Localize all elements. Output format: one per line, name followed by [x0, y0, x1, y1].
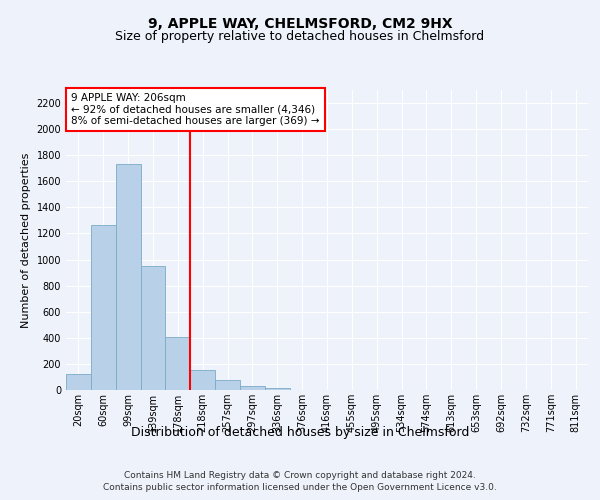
Text: 9, APPLE WAY, CHELMSFORD, CM2 9HX: 9, APPLE WAY, CHELMSFORD, CM2 9HX [148, 18, 452, 32]
Bar [265, 388, 290, 390]
Bar [91, 225, 116, 390]
Text: 9 APPLE WAY: 206sqm
← 92% of detached houses are smaller (4,346)
8% of semi-deta: 9 APPLE WAY: 206sqm ← 92% of detached ho… [71, 93, 320, 126]
Text: Distribution of detached houses by size in Chelmsford: Distribution of detached houses by size … [131, 426, 469, 439]
Bar [66, 374, 91, 390]
Bar [215, 380, 240, 390]
Y-axis label: Number of detached properties: Number of detached properties [21, 152, 31, 328]
Bar [116, 164, 140, 390]
Text: Size of property relative to detached houses in Chelmsford: Size of property relative to detached ho… [115, 30, 485, 43]
Text: Contains public sector information licensed under the Open Government Licence v3: Contains public sector information licen… [103, 483, 497, 492]
Bar [240, 386, 265, 390]
Text: Contains HM Land Registry data © Crown copyright and database right 2024.: Contains HM Land Registry data © Crown c… [124, 470, 476, 480]
Bar [140, 266, 166, 390]
Bar [166, 336, 190, 390]
Bar [190, 370, 215, 390]
